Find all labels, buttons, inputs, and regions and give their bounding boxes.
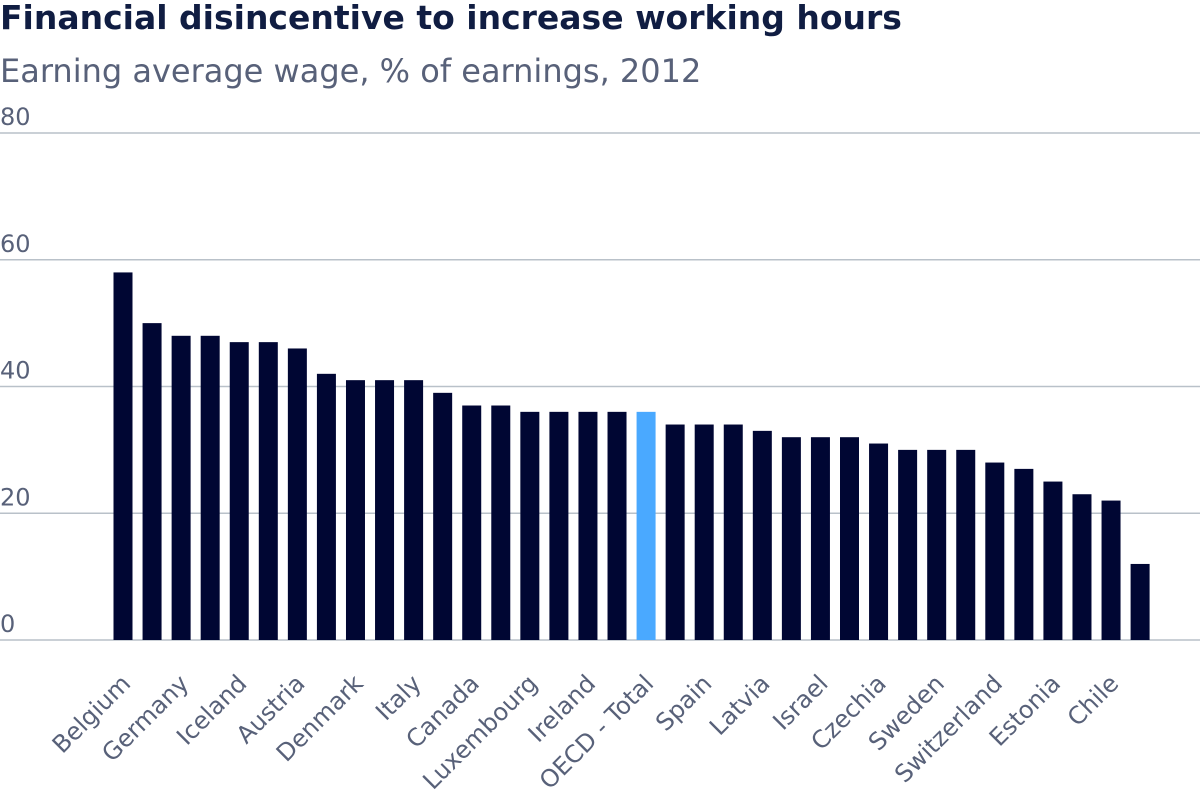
bar [927,449,947,640]
bar [258,342,278,640]
bar [433,392,453,640]
y-tick-label: 20 [0,483,31,511]
x-tick-label: Chile [1062,669,1124,731]
bar [345,380,365,640]
bar [200,335,220,640]
bar [171,335,191,640]
bar [1072,494,1092,640]
bar [1130,563,1150,640]
bar [491,405,511,640]
bar [781,437,801,640]
bar [956,449,976,640]
y-tick-label: 0 [0,610,15,638]
y-tick-label: 80 [0,103,31,131]
bar [113,272,133,640]
bar [607,411,627,640]
bar [810,437,830,640]
bar [375,380,395,640]
bar [287,348,307,640]
bar [898,449,918,640]
bar [1014,468,1034,640]
bar [694,424,714,640]
bar [752,430,772,640]
bar [142,323,162,640]
bar [1043,481,1063,640]
y-axis-tick-labels: 0 20 40 60 80 [0,103,31,638]
bar [985,462,1005,640]
bar [636,411,656,640]
bar [520,411,540,640]
x-tick-label: Spain [650,669,717,736]
chart-title: Financial disincentive to increase worki… [0,0,902,37]
y-tick-label: 60 [0,230,31,258]
chart-subtitle: Earning average wage, % of earnings, 201… [0,52,702,90]
bar [229,342,249,640]
bar [723,424,743,640]
bar [869,443,889,640]
bars [113,272,1150,640]
bar [840,437,859,640]
bar [1101,500,1121,640]
x-tick-label: Latvia [704,669,775,740]
y-tick-label: 40 [0,357,31,385]
bar [404,380,424,640]
bar [316,373,336,640]
bar [578,411,598,640]
bar [549,411,569,640]
bar [462,405,482,640]
bar [665,424,685,640]
